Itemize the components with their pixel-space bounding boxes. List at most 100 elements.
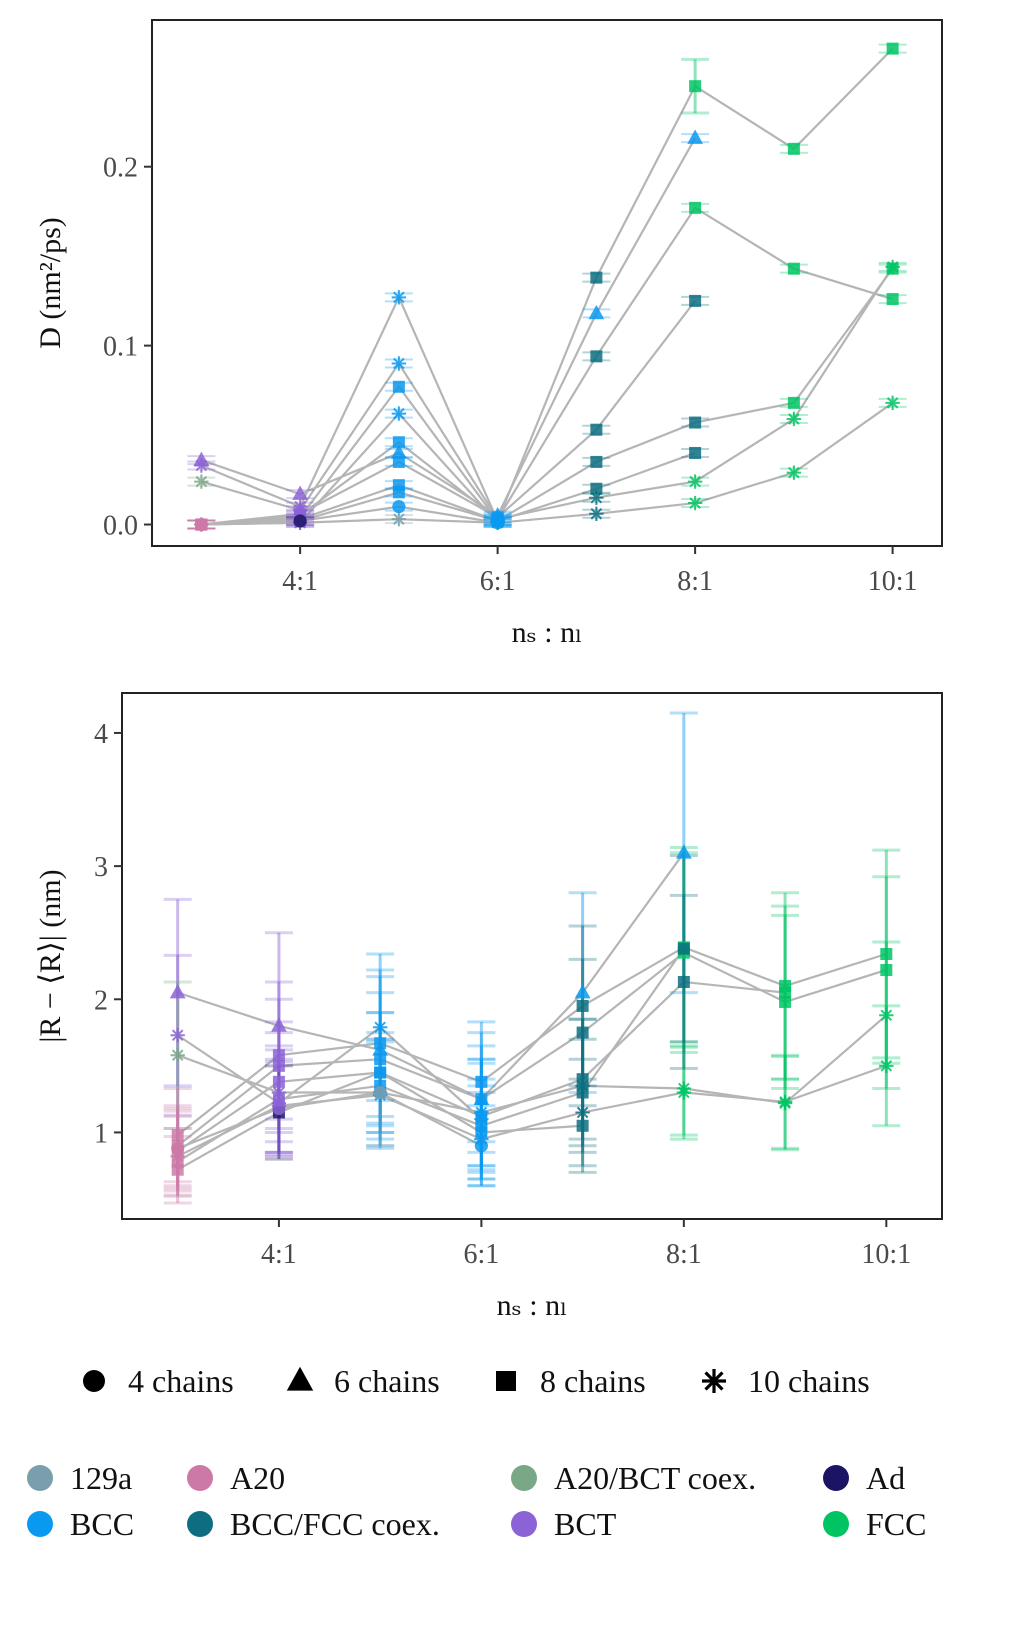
data-point-square — [392, 380, 405, 393]
legend-shapes: 4 chains 6 chains 8 chains 10 chains — [83, 1363, 870, 1399]
legend-item-star: 10 chains — [702, 1363, 870, 1399]
data-point-circle — [491, 516, 505, 530]
data-point-square — [374, 1053, 387, 1066]
legend-phase-label: 129a — [70, 1460, 132, 1496]
legend-circle-icon — [83, 1370, 105, 1392]
legend-item-circle: 4 chains — [83, 1363, 234, 1399]
legend-phase-label: BCT — [554, 1506, 617, 1542]
plot-frame — [121, 692, 943, 1220]
data-point-star — [589, 506, 604, 521]
data-point-square — [880, 963, 893, 976]
data-point-triangle — [390, 444, 407, 459]
data-point-square — [475, 1126, 488, 1139]
data-point-square — [374, 1037, 387, 1050]
legend-phase-item: BCC — [27, 1506, 134, 1542]
data-point-triangle — [292, 485, 309, 500]
data-point-star — [170, 1028, 185, 1043]
data-point-circle — [272, 1101, 286, 1116]
series-line — [200, 294, 499, 522]
data-point-star — [575, 1105, 590, 1120]
y-axis-title: D (nm²/ps) — [34, 217, 67, 348]
data-point-star — [777, 1094, 793, 1110]
data-point-square — [576, 1119, 589, 1132]
data-point-square — [272, 1075, 285, 1088]
y-tick-label: 0.0 — [103, 511, 138, 542]
series-line — [177, 1064, 887, 1158]
legend-phase-item: BCT — [511, 1506, 617, 1542]
data-point-square — [787, 262, 800, 275]
legend-item-square: 8 chains — [496, 1363, 646, 1399]
legend-phase-label: BCC/FCC coex. — [230, 1506, 440, 1542]
series-line — [201, 137, 697, 518]
data-point-square — [590, 271, 603, 284]
data-point-square — [272, 1059, 285, 1072]
x-tick-label: 10:1 — [861, 1239, 911, 1270]
data-point-square — [392, 455, 405, 468]
data-point-square — [576, 1073, 589, 1086]
data-point-star — [589, 490, 604, 505]
data-point-star — [687, 474, 703, 489]
data-point-square — [590, 455, 603, 468]
data-point-circle — [293, 514, 307, 528]
legend-phase-label: A20 — [230, 1460, 285, 1496]
data-point-star — [786, 411, 802, 427]
data-point-square — [689, 416, 702, 429]
y-tick-label: 0.2 — [103, 153, 138, 184]
legend-phase-swatch — [187, 1465, 213, 1491]
y-axis-title: |R − ⟨R⟩| (nm) — [34, 869, 67, 1042]
legend-phase-swatch — [823, 1511, 849, 1537]
legend-item-triangle: 6 chains — [286, 1363, 440, 1399]
x-tick-label: 4:1 — [282, 566, 318, 597]
series-line — [176, 946, 887, 1136]
series-line — [201, 505, 498, 526]
series-line — [201, 401, 894, 526]
data-point-square — [590, 482, 603, 495]
legend-star-icon — [702, 1369, 726, 1393]
legend-phase-item: A20 — [187, 1460, 285, 1496]
data-point-circle — [171, 1141, 185, 1156]
legend-phase-label: BCC — [70, 1506, 134, 1542]
series-line — [176, 951, 887, 1147]
data-point-square — [392, 436, 405, 449]
data-point-star — [194, 458, 209, 473]
data-point-square — [880, 948, 893, 961]
legend-label: 10 chains — [748, 1363, 870, 1399]
series-line — [177, 1025, 483, 1120]
data-point-star — [879, 1008, 894, 1023]
data-point-star — [474, 1131, 489, 1147]
data-point-square — [374, 1066, 387, 1079]
data-point-star — [885, 395, 900, 411]
data-point-square — [272, 1049, 285, 1062]
data-point-square — [677, 975, 690, 988]
data-point-square — [272, 1093, 285, 1106]
x-tick-label: 4:1 — [261, 1239, 297, 1270]
data-point-triangle — [687, 129, 704, 144]
data-point-square — [576, 1086, 589, 1099]
legend-label: 6 chains — [334, 1363, 440, 1399]
data-point-square — [886, 293, 899, 306]
legend-square-icon — [496, 1371, 516, 1391]
data-point-star — [391, 290, 407, 305]
legend-phase-label: Ad — [866, 1460, 905, 1496]
data-point-square — [475, 1075, 488, 1088]
data-point-square — [689, 294, 702, 307]
y-tick-label: 4 — [94, 719, 108, 750]
data-point-star — [391, 406, 407, 421]
data-point-triangle — [169, 984, 186, 999]
series-line — [201, 266, 894, 521]
data-point-square — [171, 1163, 184, 1176]
data-point-circle — [392, 500, 406, 514]
data-point-triangle — [588, 304, 605, 320]
legend-label: 8 chains — [540, 1363, 646, 1399]
y-tick-label: 2 — [94, 985, 108, 1016]
legend-phase-swatch — [27, 1465, 53, 1491]
data-point-square — [590, 423, 603, 436]
legend-label: 4 chains — [128, 1363, 234, 1399]
series-line — [201, 47, 894, 526]
x-tick-label: 8:1 — [666, 1239, 702, 1270]
data-point-square — [475, 1110, 488, 1123]
data-point-circle — [373, 1085, 387, 1100]
data-point-circle — [474, 1139, 488, 1153]
legend-phase-swatch — [187, 1511, 213, 1537]
x-axis-title: nₛ : nₗ — [512, 616, 583, 649]
